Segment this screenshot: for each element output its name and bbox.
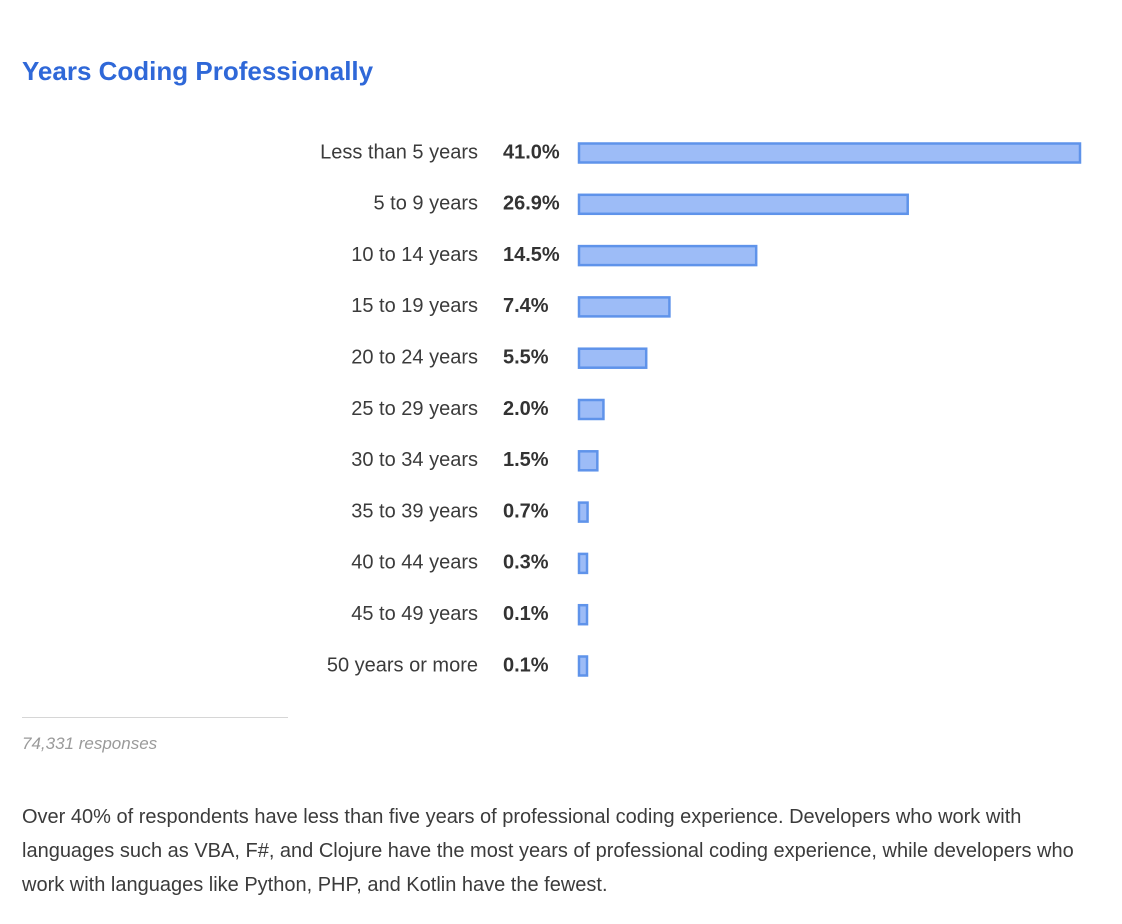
description-text: Over 40% of respondents have less than f… bbox=[22, 806, 1074, 896]
bar bbox=[577, 347, 648, 369]
category-label: 35 to 39 years bbox=[351, 500, 478, 522]
value-label: 0.3% bbox=[503, 552, 549, 574]
bar bbox=[577, 296, 671, 318]
category-label: 20 to 24 years bbox=[351, 346, 478, 368]
category-label: 25 to 29 years bbox=[351, 398, 478, 420]
value-label: 2.0% bbox=[503, 398, 549, 420]
divider bbox=[22, 717, 288, 718]
category-label: 30 to 34 years bbox=[351, 449, 478, 471]
bar bbox=[577, 501, 589, 523]
bar bbox=[577, 244, 758, 267]
category-label: Less than 5 years bbox=[320, 141, 478, 163]
bar bbox=[577, 655, 589, 677]
bar bbox=[577, 142, 1082, 164]
bar-chart: Less than 5 years 41.0% 5 to 9 years 26.9% 1… bbox=[320, 141, 1082, 677]
value-label: 0.7% bbox=[503, 500, 549, 522]
bar bbox=[577, 603, 589, 626]
category-label: 50 years or more bbox=[327, 654, 478, 676]
value-label: 26.9% bbox=[503, 193, 560, 215]
value-label: 0.1% bbox=[503, 654, 549, 676]
bar bbox=[577, 398, 605, 421]
value-label: 14.5% bbox=[503, 244, 560, 266]
bar bbox=[577, 450, 599, 472]
chart-title: Years Coding Professionally bbox=[22, 56, 374, 86]
value-label: 41.0% bbox=[503, 141, 560, 163]
category-label: 10 to 14 years bbox=[351, 244, 478, 266]
category-label: 40 to 44 years bbox=[351, 552, 478, 574]
value-label: 7.4% bbox=[503, 295, 549, 317]
bar bbox=[577, 552, 589, 575]
category-label: 5 to 9 years bbox=[373, 193, 478, 215]
bar bbox=[577, 193, 909, 216]
response-count: 74,331 responses bbox=[22, 734, 158, 753]
value-label: 5.5% bbox=[503, 346, 549, 368]
category-label: 45 to 49 years bbox=[351, 603, 478, 625]
value-label: 1.5% bbox=[503, 449, 549, 471]
category-label: 15 to 19 years bbox=[351, 295, 478, 317]
value-label: 0.1% bbox=[503, 603, 549, 625]
